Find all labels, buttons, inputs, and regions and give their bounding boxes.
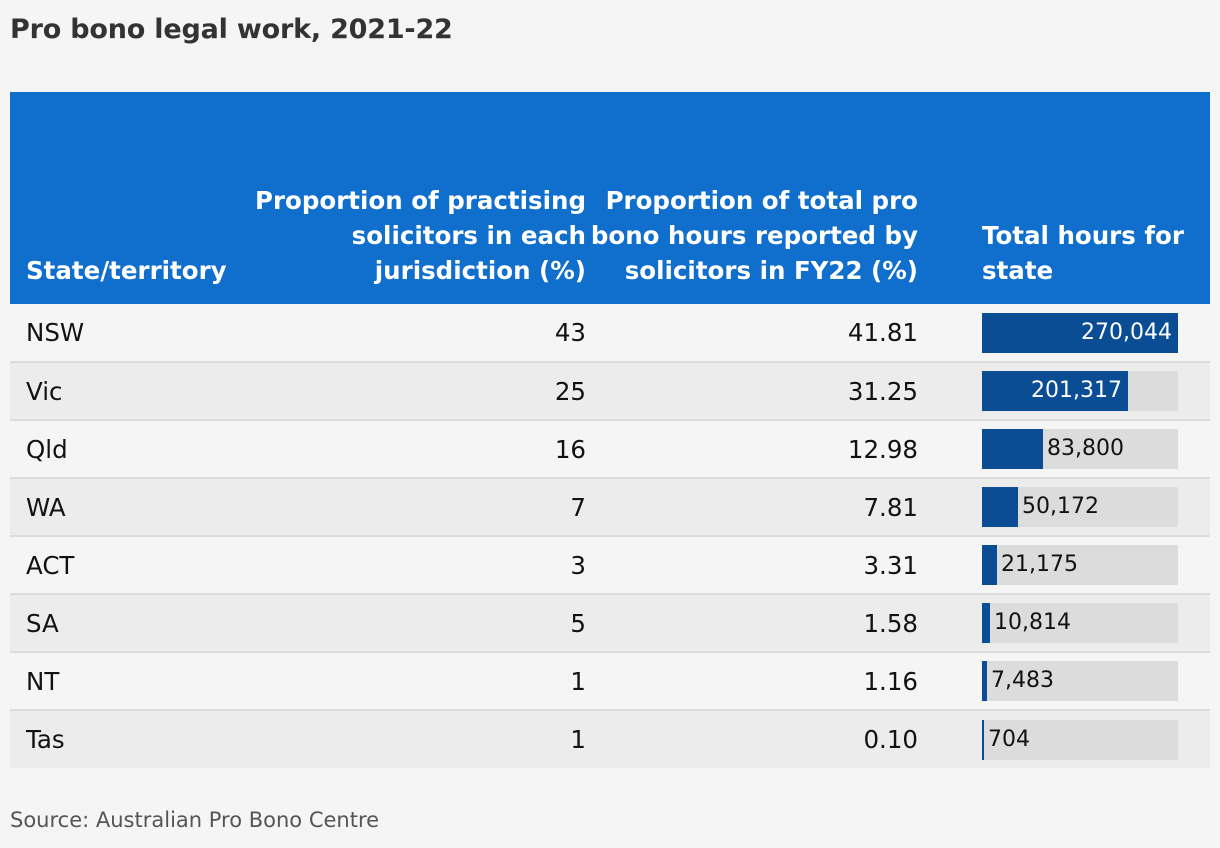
header-state: State/territory xyxy=(26,256,227,285)
solicitor-proportion-cell: 7 xyxy=(570,492,586,522)
table-row: WA 7 7.81 50,172 xyxy=(10,478,1210,536)
table-row: Vic 25 31.25 201,317 xyxy=(10,362,1210,420)
hours-bar xyxy=(982,603,990,643)
state-cell: ACT xyxy=(26,550,75,580)
total-hours-cell: 270,044 xyxy=(918,304,1210,362)
table-row: Tas 1 0.10 704 xyxy=(10,710,1210,768)
total-hours-cell: 10,814 xyxy=(918,594,1210,652)
hours-bar xyxy=(982,661,987,701)
hours-proportion-cell: 41.81 xyxy=(847,318,918,347)
state-cell: SA xyxy=(26,608,59,638)
hours-bar-track: 201,317 xyxy=(982,371,1178,411)
hours-bar-label: 83,800 xyxy=(1047,436,1124,461)
table-row: Qld 16 12.98 83,800 xyxy=(10,420,1210,478)
state-cell: NT xyxy=(26,666,60,696)
table-row: NSW 43 41.81 270,044 xyxy=(10,304,1210,362)
hours-bar xyxy=(982,719,984,760)
hours-bar-label: 201,317 xyxy=(1031,378,1122,403)
pro-bono-table: State/territory Proportion of practising… xyxy=(10,92,1210,768)
solicitor-proportion-cell: 1 xyxy=(570,666,586,696)
hours-bar-label: 50,172 xyxy=(1022,494,1099,519)
hours-bar xyxy=(982,429,1043,469)
hours-proportion-cell: 7.81 xyxy=(863,492,918,522)
solicitor-proportion-cell: 3 xyxy=(570,550,586,580)
hours-proportion-cell: 0.10 xyxy=(863,725,918,754)
hours-bar-label: 10,814 xyxy=(994,610,1071,635)
header-solicitor-proportion: Proportion of practising solicitors in e… xyxy=(254,186,586,285)
hours-bar-label: 704 xyxy=(988,726,1030,752)
hours-bar xyxy=(982,487,1018,527)
hours-proportion-cell: 1.58 xyxy=(863,608,918,638)
hours-bar xyxy=(982,371,1128,411)
table-row: NT 1 1.16 7,483 xyxy=(10,652,1210,710)
solicitor-proportion-cell: 5 xyxy=(570,608,586,638)
hours-bar-track: 7,483 xyxy=(982,661,1178,701)
hours-bar-track: 83,800 xyxy=(982,429,1178,469)
hours-bar-label: 21,175 xyxy=(1001,552,1078,577)
hours-bar-track: 270,044 xyxy=(982,312,1178,353)
solicitor-proportion-cell: 43 xyxy=(554,318,586,347)
solicitor-proportion-cell: 16 xyxy=(554,434,586,464)
total-hours-cell: 704 xyxy=(918,710,1210,768)
hours-proportion-cell: 12.98 xyxy=(847,434,918,464)
hours-bar-track: 21,175 xyxy=(982,545,1178,585)
state-cell: Qld xyxy=(26,434,68,464)
hours-bar-track: 10,814 xyxy=(982,603,1178,643)
total-hours-cell: 7,483 xyxy=(918,652,1210,710)
hours-bar xyxy=(982,312,1178,353)
total-hours-cell: 50,172 xyxy=(918,478,1210,536)
hours-bar xyxy=(982,545,997,585)
hours-bar-track: 50,172 xyxy=(982,487,1178,527)
solicitor-proportion-cell: 25 xyxy=(554,376,586,406)
total-hours-cell: 21,175 xyxy=(918,536,1210,594)
total-hours-cell: 201,317 xyxy=(918,362,1210,420)
table-body: NSW 43 41.81 270,044 Vic 25 31.25 201,317 Qld 16 1… xyxy=(10,304,1210,768)
state-cell: WA xyxy=(26,492,66,522)
state-cell: NSW xyxy=(26,318,85,347)
chart-title: Pro bono legal work, 2021-22 xyxy=(10,14,453,45)
hours-proportion-cell: 31.25 xyxy=(847,376,918,406)
table-header-row: State/territory Proportion of practising… xyxy=(10,92,1210,304)
header-hours-proportion: Proportion of total pro bono hours repor… xyxy=(590,186,918,285)
hours-bar-label: 7,483 xyxy=(991,668,1054,693)
table-row: SA 5 1.58 10,814 xyxy=(10,594,1210,652)
source-note: Source: Australian Pro Bono Centre xyxy=(10,808,380,832)
state-cell: Vic xyxy=(26,376,63,406)
solicitor-proportion-cell: 1 xyxy=(570,725,586,754)
hours-bar-track: 704 xyxy=(982,719,1178,760)
hours-bar-label: 270,044 xyxy=(1081,319,1172,345)
table-row: ACT 3 3.31 21,175 xyxy=(10,536,1210,594)
header-total-hours: Total hours for state xyxy=(982,221,1184,285)
total-hours-cell: 83,800 xyxy=(918,420,1210,478)
hours-proportion-cell: 1.16 xyxy=(863,666,918,696)
state-cell: Tas xyxy=(26,725,65,754)
hours-proportion-cell: 3.31 xyxy=(863,550,918,580)
